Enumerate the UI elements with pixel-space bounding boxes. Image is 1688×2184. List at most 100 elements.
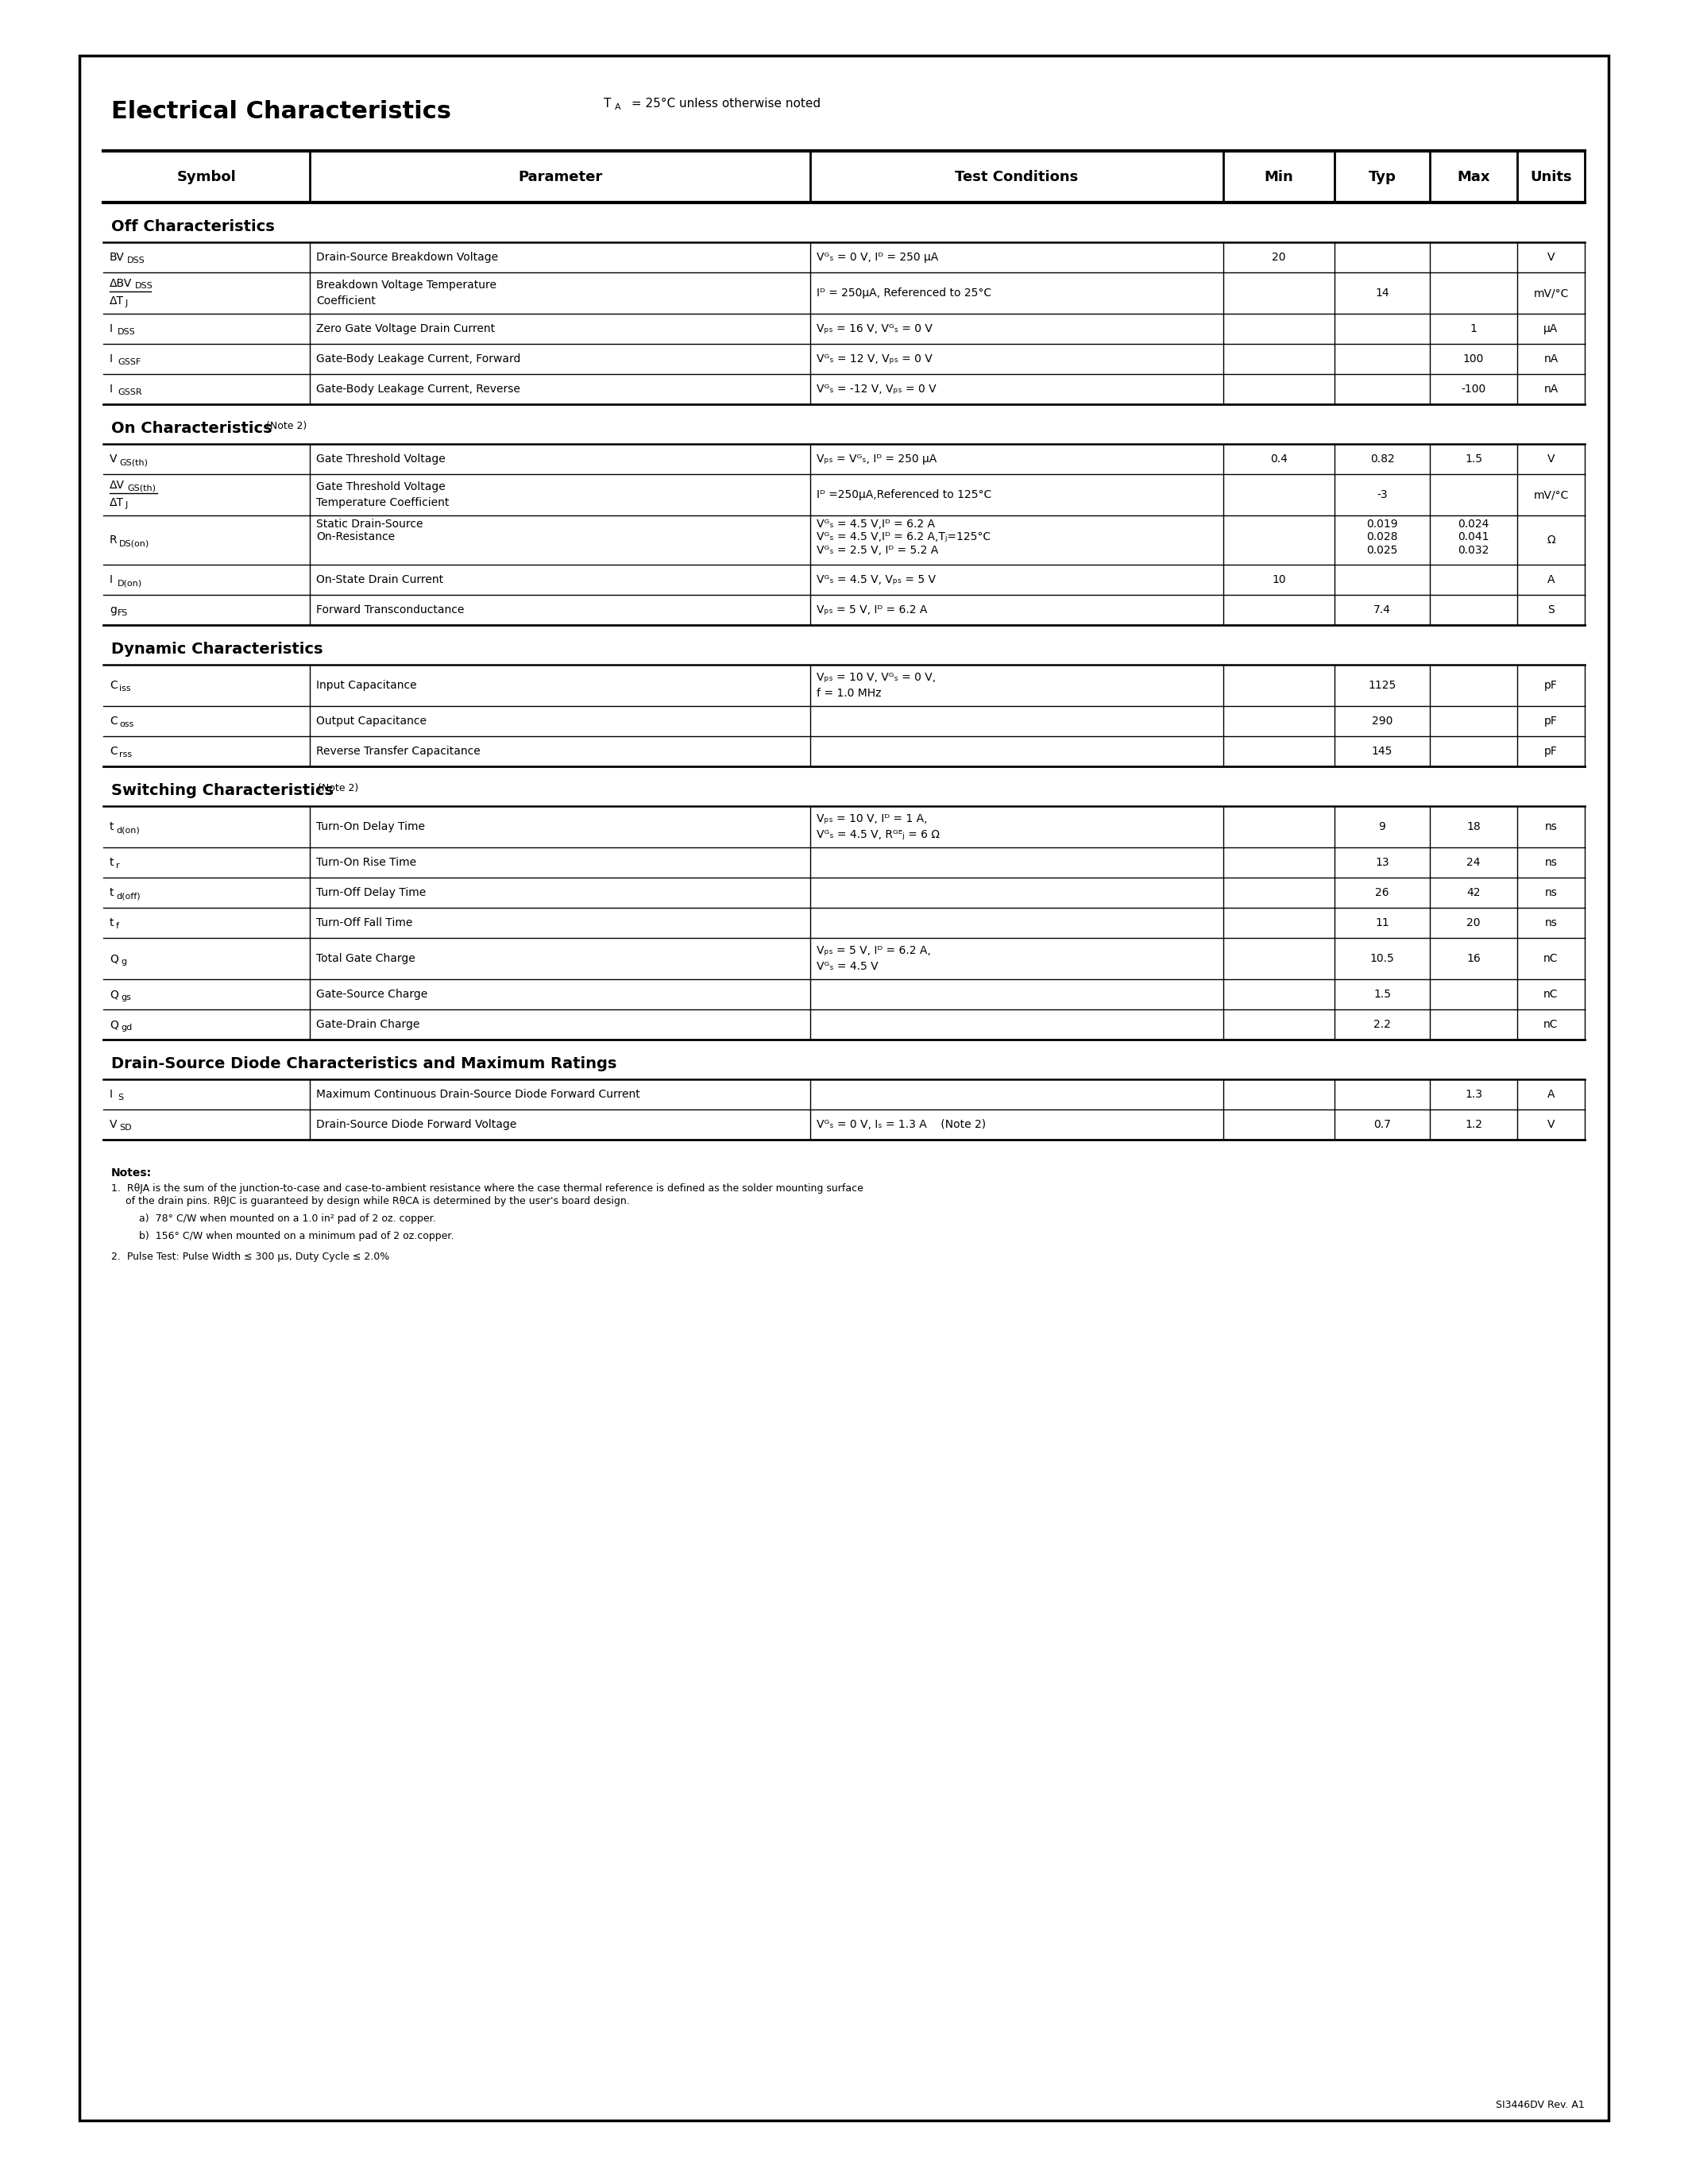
Text: 20: 20: [1467, 917, 1480, 928]
Text: r: r: [116, 863, 120, 869]
Text: GSSR: GSSR: [118, 389, 142, 395]
Text: (Note 2): (Note 2): [267, 422, 307, 430]
Text: ΔT: ΔT: [110, 498, 123, 509]
Text: 1.5: 1.5: [1374, 989, 1391, 1000]
Text: t: t: [110, 887, 115, 898]
Text: Q: Q: [110, 989, 118, 1000]
Text: Vₚₛ = Vᴳₛ, Iᴰ = 250 μA: Vₚₛ = Vᴳₛ, Iᴰ = 250 μA: [817, 454, 937, 465]
Text: DSS: DSS: [135, 282, 154, 290]
Text: b)  156° C/W when mounted on a minimum pad of 2 oz.copper.: b) 156° C/W when mounted on a minimum pa…: [138, 1232, 454, 1241]
Text: Vₚₛ = 5 V, Iᴰ = 6.2 A: Vₚₛ = 5 V, Iᴰ = 6.2 A: [817, 605, 927, 616]
Text: C: C: [110, 716, 118, 727]
Text: I: I: [110, 1090, 113, 1101]
Text: ΔT: ΔT: [110, 295, 123, 306]
Text: Turn-On Delay Time: Turn-On Delay Time: [316, 821, 425, 832]
Text: 0.4: 0.4: [1271, 454, 1288, 465]
Text: 0.032: 0.032: [1458, 544, 1489, 557]
Text: Vᴳₛ = 4.5 V,Iᴰ = 6.2 A: Vᴳₛ = 4.5 V,Iᴰ = 6.2 A: [817, 518, 935, 531]
Text: Maximum Continuous Drain-Source Diode Forward Current: Maximum Continuous Drain-Source Diode Fo…: [316, 1090, 640, 1101]
Text: Electrical Characteristics: Electrical Characteristics: [111, 100, 451, 122]
Text: f: f: [116, 922, 120, 930]
Text: 0.024: 0.024: [1458, 518, 1489, 531]
Text: BV: BV: [110, 251, 125, 262]
Text: -100: -100: [1462, 384, 1485, 395]
Text: Parameter: Parameter: [518, 170, 603, 183]
Text: Total Gate Charge: Total Gate Charge: [316, 952, 415, 963]
Text: V: V: [1548, 454, 1555, 465]
Text: 9: 9: [1379, 821, 1386, 832]
Text: ns: ns: [1545, 856, 1558, 867]
Text: nC: nC: [1543, 989, 1558, 1000]
Text: (Note 2): (Note 2): [317, 782, 358, 793]
Text: 1.5: 1.5: [1465, 454, 1482, 465]
Text: V: V: [110, 1118, 116, 1129]
Text: Vₚₛ = 10 V, Iᴰ = 1 A,: Vₚₛ = 10 V, Iᴰ = 1 A,: [817, 812, 927, 823]
Text: 42: 42: [1467, 887, 1480, 898]
Text: Forward Transconductance: Forward Transconductance: [316, 605, 464, 616]
Text: a)  78° C/W when mounted on a 1.0 in² pad of 2 oz. copper.: a) 78° C/W when mounted on a 1.0 in² pad…: [138, 1214, 436, 1223]
Text: Gate Threshold Voltage: Gate Threshold Voltage: [316, 454, 446, 465]
Text: Turn-On Rise Time: Turn-On Rise Time: [316, 856, 417, 867]
Text: 100: 100: [1463, 354, 1484, 365]
Text: nA: nA: [1545, 354, 1558, 365]
Text: 26: 26: [1376, 887, 1389, 898]
Text: 1.3: 1.3: [1465, 1090, 1482, 1101]
Text: ΔBV: ΔBV: [110, 277, 132, 288]
Text: t: t: [110, 917, 115, 928]
Text: Min: Min: [1264, 170, 1293, 183]
Text: 2.  Pulse Test: Pulse Width ≤ 300 μs, Duty Cycle ≤ 2.0%: 2. Pulse Test: Pulse Width ≤ 300 μs, Dut…: [111, 1251, 390, 1262]
Text: GSSF: GSSF: [118, 358, 140, 367]
Text: A: A: [1548, 1090, 1555, 1101]
Text: Typ: Typ: [1369, 170, 1396, 183]
Text: Iᴰ =250μA,Referenced to 125°C: Iᴰ =250μA,Referenced to 125°C: [817, 489, 991, 500]
Text: Drain-Source Diode Forward Voltage: Drain-Source Diode Forward Voltage: [316, 1118, 517, 1129]
Text: T: T: [604, 98, 611, 109]
Text: 0.82: 0.82: [1371, 454, 1394, 465]
Text: Gate-Body Leakage Current, Forward: Gate-Body Leakage Current, Forward: [316, 354, 520, 365]
Text: Switching Characteristics: Switching Characteristics: [111, 782, 334, 797]
Text: Vₚₛ = 5 V, Iᴰ = 6.2 A,: Vₚₛ = 5 V, Iᴰ = 6.2 A,: [817, 946, 930, 957]
Text: Vᴳₛ = -12 V, Vₚₛ = 0 V: Vᴳₛ = -12 V, Vₚₛ = 0 V: [817, 384, 937, 395]
Text: Static Drain-Source: Static Drain-Source: [316, 518, 424, 531]
Text: pF: pF: [1545, 745, 1558, 758]
Text: gs: gs: [122, 994, 132, 1002]
Text: DSS: DSS: [127, 256, 145, 264]
Text: Ω: Ω: [1546, 535, 1555, 546]
Text: Gate Threshold Voltage: Gate Threshold Voltage: [316, 480, 446, 491]
Text: V: V: [1548, 251, 1555, 262]
Text: Temperature Coefficient: Temperature Coefficient: [316, 498, 449, 509]
Text: R: R: [110, 535, 116, 546]
Text: nC: nC: [1543, 952, 1558, 963]
Text: 24: 24: [1467, 856, 1480, 867]
Text: On-State Drain Current: On-State Drain Current: [316, 574, 444, 585]
Text: DSS: DSS: [118, 328, 135, 336]
Text: Vₚₛ = 16 V, Vᴳₛ = 0 V: Vₚₛ = 16 V, Vᴳₛ = 0 V: [817, 323, 932, 334]
Text: V: V: [1548, 1118, 1555, 1129]
Text: -3: -3: [1377, 489, 1388, 500]
Text: I: I: [110, 384, 113, 395]
Text: nC: nC: [1543, 1020, 1558, 1031]
Text: = 25°C unless otherwise noted: = 25°C unless otherwise noted: [628, 98, 820, 109]
Text: mV/°C: mV/°C: [1533, 489, 1568, 500]
Text: Vᴳₛ = 4.5 V, Rᴳᴱⱼ = 6 Ω: Vᴳₛ = 4.5 V, Rᴳᴱⱼ = 6 Ω: [817, 830, 940, 841]
Text: C: C: [110, 679, 118, 690]
Text: g: g: [110, 605, 116, 616]
Text: 1.  RθJA is the sum of the junction-to-case and case-to-ambient resistance where: 1. RθJA is the sum of the junction-to-ca…: [111, 1184, 863, 1195]
Text: Drain-Source Diode Characteristics and Maximum Ratings: Drain-Source Diode Characteristics and M…: [111, 1055, 616, 1070]
Text: Vᴳₛ = 2.5 V, Iᴰ = 5.2 A: Vᴳₛ = 2.5 V, Iᴰ = 5.2 A: [817, 544, 939, 557]
Text: Input Capacitance: Input Capacitance: [316, 679, 417, 690]
Text: mV/°C: mV/°C: [1533, 288, 1568, 299]
Text: oss: oss: [120, 721, 133, 727]
Text: 10: 10: [1273, 574, 1286, 585]
Text: Units: Units: [1529, 170, 1572, 183]
Text: Vₚₛ = 10 V, Vᴳₛ = 0 V,: Vₚₛ = 10 V, Vᴳₛ = 0 V,: [817, 673, 935, 684]
Text: Gate-Source Charge: Gate-Source Charge: [316, 989, 427, 1000]
Text: A: A: [1548, 574, 1555, 585]
Text: Max: Max: [1457, 170, 1491, 183]
Text: I: I: [110, 323, 113, 334]
Text: 10.5: 10.5: [1371, 952, 1394, 963]
Text: Dynamic Characteristics: Dynamic Characteristics: [111, 642, 322, 657]
Text: Off Characteristics: Off Characteristics: [111, 218, 275, 234]
Text: Q: Q: [110, 1020, 118, 1031]
Text: 1125: 1125: [1369, 679, 1396, 690]
